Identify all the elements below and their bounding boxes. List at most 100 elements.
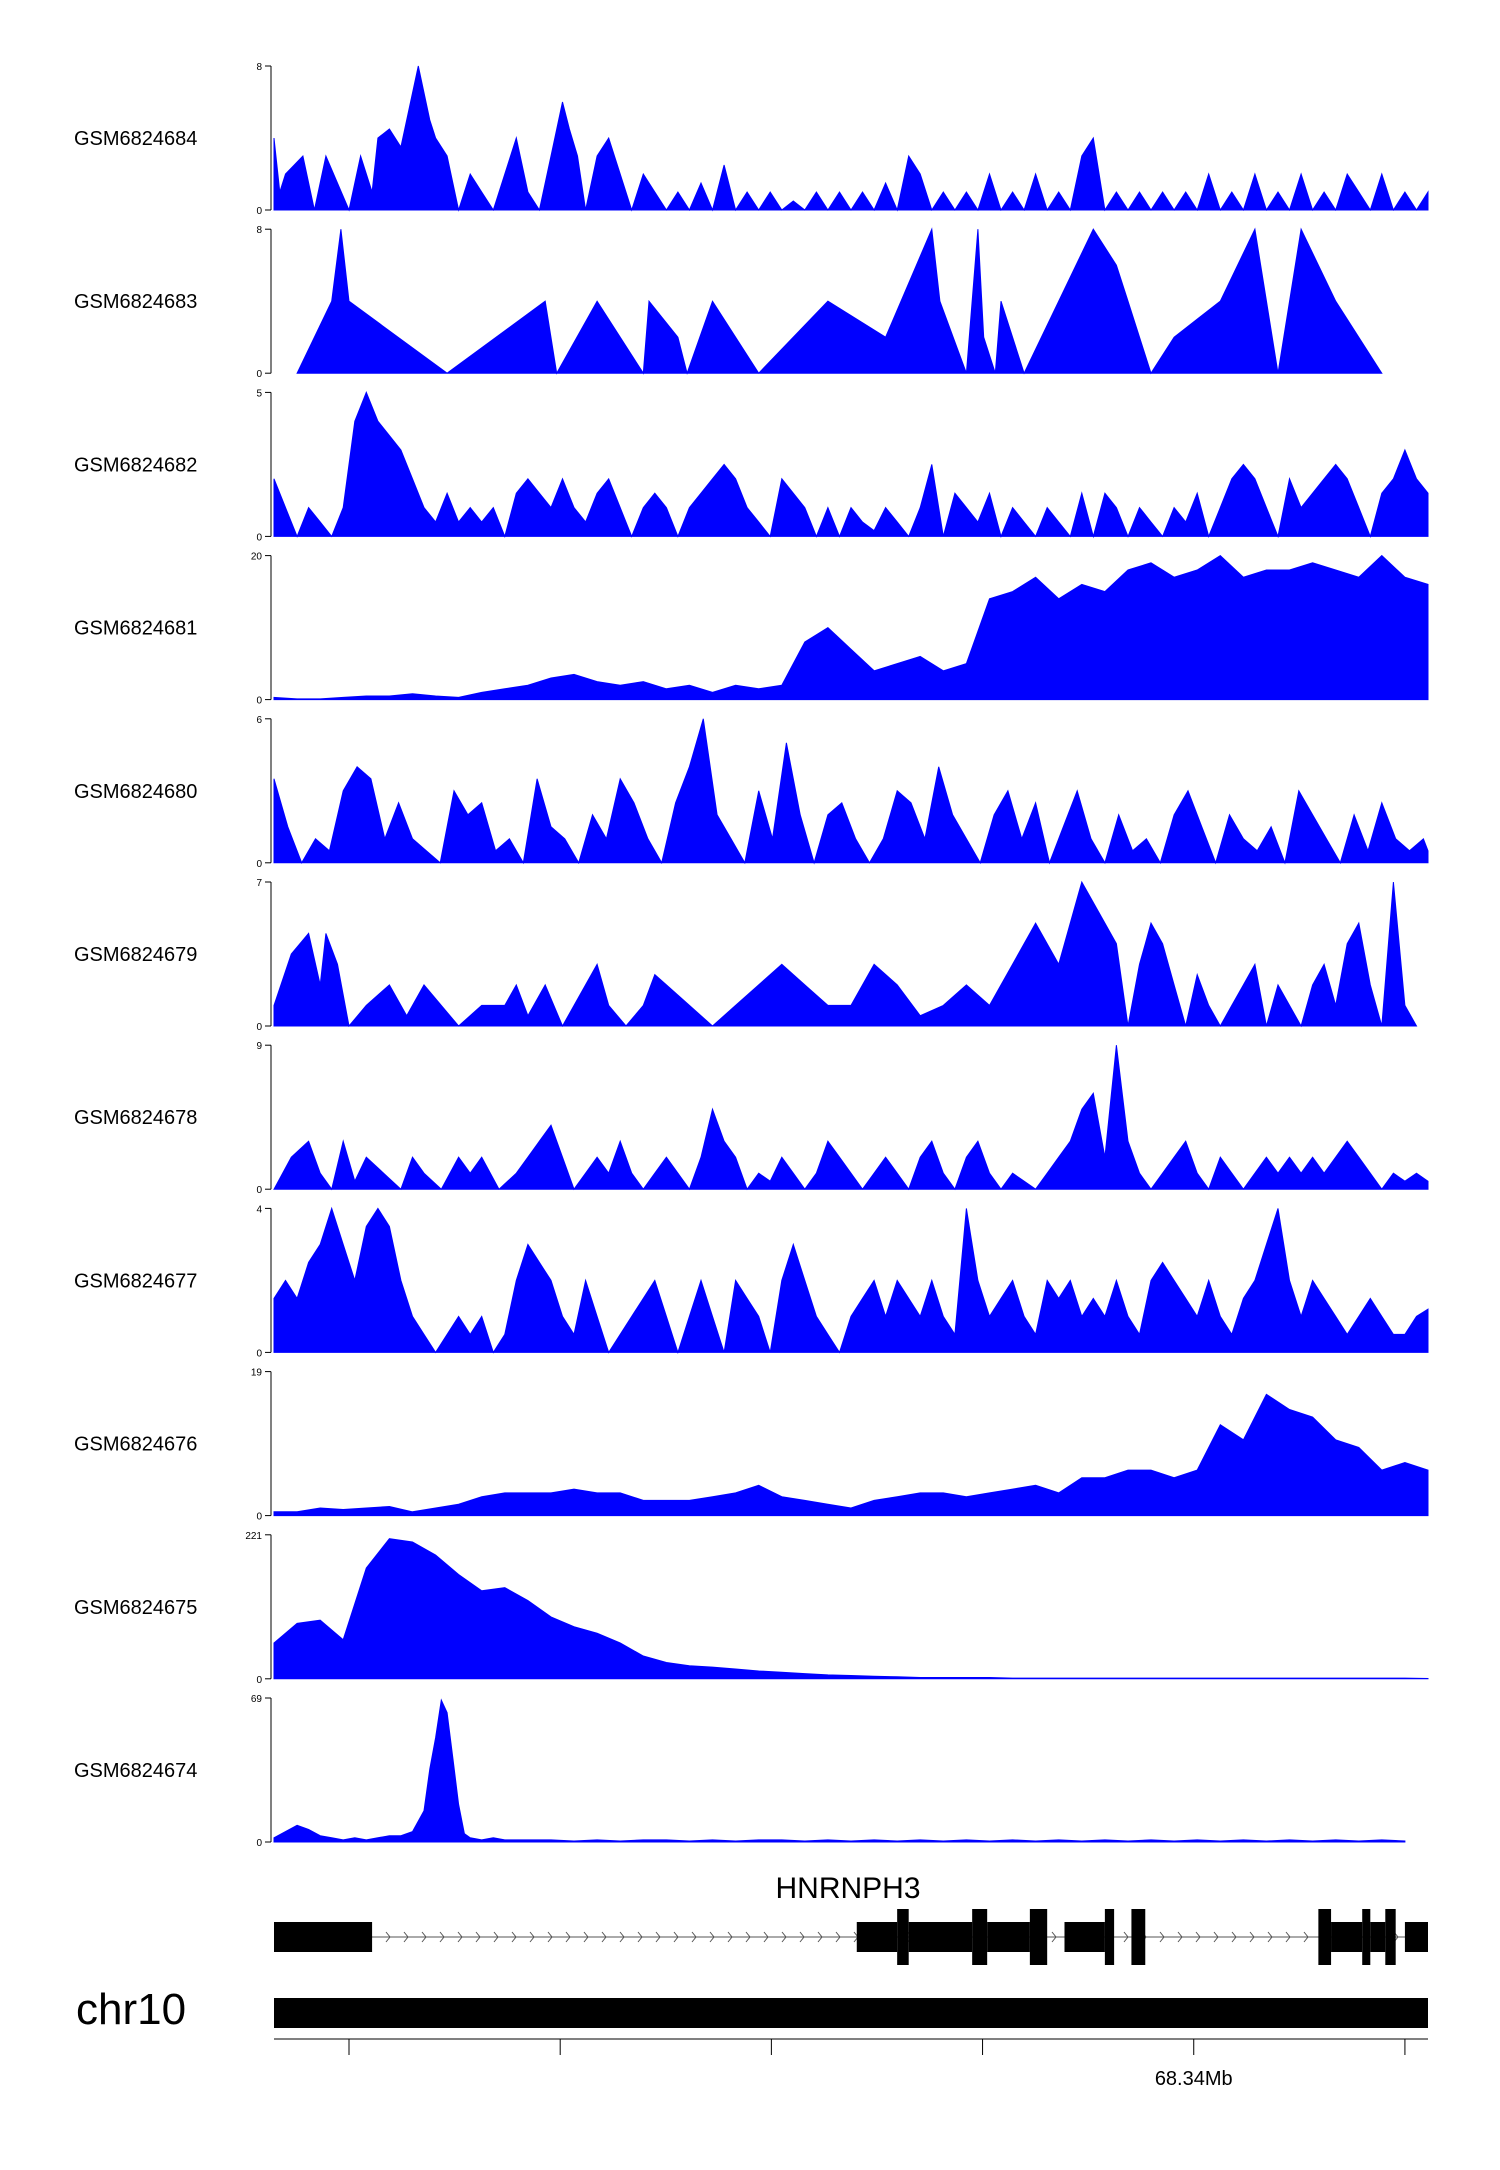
track-GSM6824680: GSM6824680 6 0: [74, 715, 1429, 870]
track-label: GSM6824682: [74, 454, 197, 476]
strand-arrow: [601, 1931, 607, 1943]
exon-block: [987, 1922, 1030, 1952]
strand-arrow: [655, 1931, 661, 1943]
exon-block: [897, 1909, 909, 1965]
exon-block: [1104, 1909, 1115, 1965]
strand-arrow: [727, 1931, 733, 1943]
coverage-area: [273, 1393, 1429, 1517]
chromosome-track: chr10 68.34Mb: [76, 1985, 1428, 2090]
y-tick-label-min: 0: [256, 1512, 262, 1523]
strand-arrow: [547, 1931, 553, 1943]
strand-arrow: [565, 1931, 571, 1943]
exon-block: [1385, 1909, 1396, 1965]
strand-arrow: [529, 1931, 535, 1943]
track-GSM6824674: GSM6824674 69 0: [74, 1694, 1406, 1849]
y-tick-label-min: 0: [256, 1022, 262, 1033]
y-tick-label-max: 20: [251, 552, 263, 563]
strand-arrow: [619, 1931, 625, 1943]
strand-arrow: [1177, 1931, 1183, 1943]
track-GSM6824684: GSM6824684 8 0: [74, 62, 1429, 217]
y-tick-label-max: 7: [256, 878, 262, 889]
track-label: GSM6824681: [74, 618, 197, 640]
track-GSM6824679: GSM6824679 7 0: [74, 878, 1418, 1033]
strand-arrow: [817, 1931, 823, 1943]
track-label: GSM6824678: [74, 1107, 197, 1129]
strand-arrow: [691, 1931, 697, 1943]
exon-block: [274, 1922, 373, 1952]
strand-arrow: [745, 1931, 751, 1943]
y-tick-label-max: 9: [256, 1041, 262, 1052]
exon-block: [1131, 1909, 1146, 1965]
exon-block: [908, 1922, 973, 1952]
exon-block: [1404, 1922, 1428, 1952]
track-GSM6824676: GSM6824676 19 0: [74, 1368, 1429, 1523]
strand-arrow: [421, 1931, 427, 1943]
track-label: GSM6824675: [74, 1597, 197, 1619]
strand-arrow: [1195, 1931, 1201, 1943]
exon-block: [1064, 1922, 1105, 1952]
strand-arrow: [475, 1931, 481, 1943]
track-GSM6824675: GSM6824675 221 0: [74, 1531, 1429, 1686]
y-tick-label-max: 4: [256, 1204, 262, 1215]
chromosome-bar: [274, 1998, 1428, 2028]
strand-arrow: [673, 1931, 679, 1943]
coverage-area: [273, 1045, 1429, 1191]
strand-arrow: [439, 1931, 445, 1943]
strand-arrow: [1123, 1931, 1129, 1943]
y-tick-label-max: 221: [245, 1531, 262, 1542]
coverage-area: [273, 65, 1429, 212]
coverage-area: [296, 227, 1383, 375]
strand-arrow: [763, 1931, 769, 1943]
genomic-position-label: 68.34Mb: [1155, 2068, 1233, 2090]
track-label: GSM6824676: [74, 1434, 197, 1456]
chromosome-label: chr10: [76, 1985, 186, 2034]
strand-arrow: [1267, 1931, 1273, 1943]
track-GSM6824682: GSM6824682 5 0: [74, 388, 1429, 543]
strand-arrow: [1213, 1931, 1219, 1943]
strand-arrow: [835, 1931, 841, 1943]
y-tick-label-min: 0: [256, 696, 262, 707]
strand-arrow: [493, 1931, 499, 1943]
track-label: GSM6824679: [74, 944, 197, 966]
y-tick-label-min: 0: [256, 532, 262, 543]
coverage-area: [273, 554, 1429, 701]
strand-arrow: [1303, 1931, 1309, 1943]
y-tick-label-min: 0: [256, 1838, 262, 1849]
y-tick-label-max: 19: [251, 1368, 263, 1379]
track-GSM6824678: GSM6824678 9 0: [74, 1041, 1429, 1196]
strand-arrow: [457, 1931, 463, 1943]
exon-block: [972, 1909, 988, 1965]
track-GSM6824677: GSM6824677 4 0: [74, 1204, 1429, 1359]
coverage-area: [273, 1698, 1406, 1843]
exon-block: [856, 1922, 898, 1952]
exon-block: [1370, 1922, 1386, 1952]
gene-annotation-track: HNRNPH3: [274, 1872, 1428, 1965]
track-GSM6824681: GSM6824681 20 0: [74, 552, 1429, 707]
strand-arrow: [385, 1931, 391, 1943]
strand-arrow: [403, 1931, 409, 1943]
y-tick-label-min: 0: [256, 1185, 262, 1196]
strand-arrow: [1249, 1931, 1255, 1943]
coverage-area: [273, 391, 1429, 539]
exon-block: [1318, 1909, 1332, 1965]
strand-arrow: [637, 1931, 643, 1943]
track-label: GSM6824677: [74, 1270, 197, 1292]
coverage-area: [273, 1206, 1429, 1355]
track-label: GSM6824674: [74, 1760, 197, 1782]
y-tick-label-min: 0: [256, 369, 262, 380]
y-tick-label-max: 8: [256, 225, 262, 236]
coverage-tracks: GSM682468480GSM682468380GSM682468250GSM6…: [74, 62, 1429, 1849]
y-tick-label-min: 0: [256, 1348, 262, 1359]
coverage-area: [273, 1538, 1429, 1680]
coverage-area: [273, 880, 1418, 1028]
strand-arrow: [781, 1931, 787, 1943]
strand-arrow: [1231, 1931, 1237, 1943]
y-tick-label-min: 0: [256, 859, 262, 870]
y-tick-label-max: 6: [256, 715, 262, 726]
coverage-area: [273, 718, 1429, 865]
strand-arrow: [1159, 1931, 1165, 1943]
y-tick-label-min: 0: [256, 1675, 262, 1686]
track-label: GSM6824680: [74, 781, 197, 803]
strand-arrow: [511, 1931, 517, 1943]
